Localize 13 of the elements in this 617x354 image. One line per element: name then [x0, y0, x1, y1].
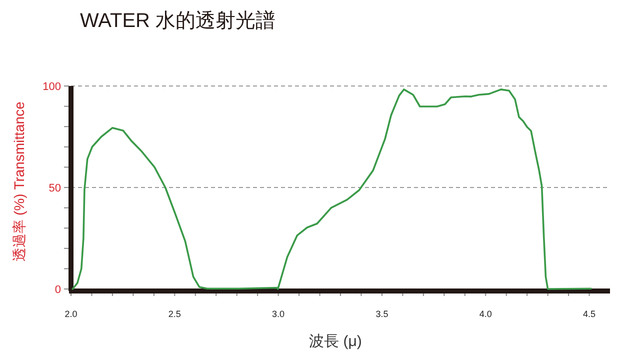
y-tick-label: 50: [48, 182, 61, 194]
y-tick-label: 100: [42, 81, 61, 93]
x-axis-title: 波長 (μ): [309, 333, 362, 350]
line-series: [72, 88, 592, 290]
x-tick-label: 2.0: [64, 309, 78, 319]
x-tick-label: 3.0: [272, 309, 285, 319]
y-axis-title: 透過率 (%) Transmittance: [11, 101, 27, 262]
x-tick-label: 4.5: [583, 309, 596, 319]
x-tick-label: 3.5: [376, 309, 388, 319]
x-tick-label: 4.0: [479, 309, 492, 319]
x-tick-label: 2.5: [168, 309, 181, 319]
chart-title: WATER 水的透射光譜: [80, 10, 276, 32]
y-tick-label: 0: [54, 284, 61, 296]
